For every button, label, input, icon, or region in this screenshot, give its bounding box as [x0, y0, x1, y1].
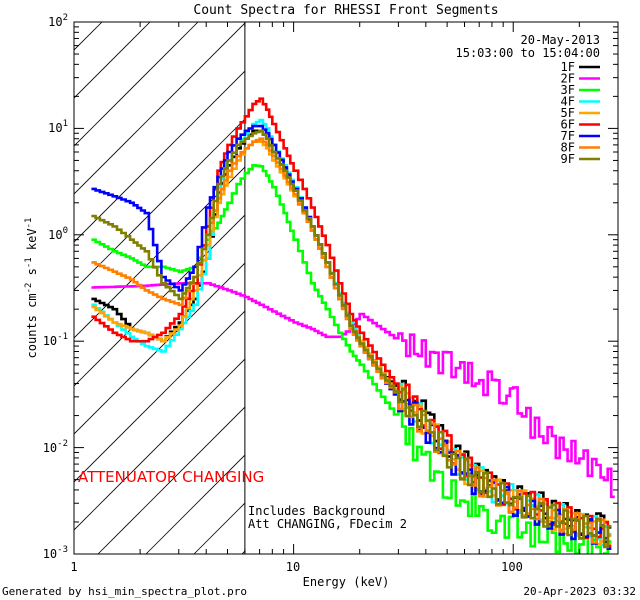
- chart-title: Count Spectra for RHESSI Front Segments: [193, 3, 498, 18]
- hatch-line: [74, 214, 245, 387]
- y-tick-label: 10-3: [43, 545, 68, 561]
- series-line-3F: [91, 164, 612, 554]
- hatch-line: [74, 22, 199, 147]
- x-axis-label: Energy (keV): [303, 575, 390, 589]
- y-tick-label: 102: [48, 13, 68, 29]
- hatch-line: [74, 310, 245, 483]
- y-tick-label: 100: [48, 226, 68, 242]
- y-tick-labels: 10-3 10-2 10-1 100 101 102: [43, 13, 68, 561]
- y-axis-label: counts cm-2 s-1 keV-1: [24, 218, 39, 359]
- legend-label-9F: 9F: [561, 152, 575, 166]
- series-line-6F: [91, 97, 612, 548]
- plot-timestamp: 20-Apr-2023 03:32: [523, 585, 636, 598]
- legend-label-6F: 6F: [561, 118, 575, 132]
- legend-label-3F: 3F: [561, 83, 575, 97]
- y-tick-label: 10-1: [43, 332, 68, 348]
- x-tick-label-10: 10: [286, 560, 300, 574]
- legend-label-8F: 8F: [561, 141, 575, 155]
- series-line-9F: [91, 129, 612, 549]
- attenuator-label: ATTENUATOR CHANGING: [78, 468, 264, 486]
- background-note: Includes Background: [248, 504, 385, 518]
- y-tick-label: 101: [48, 119, 68, 135]
- legend-label-1F: 1F: [561, 60, 575, 74]
- hatch-line: [74, 118, 245, 291]
- y-tick-label: 10-2: [43, 439, 68, 455]
- hatch-line: [74, 22, 103, 51]
- x-tick-label-1: 1: [70, 560, 77, 574]
- hatch-region: [74, 22, 245, 554]
- legend-label-4F: 4F: [561, 95, 575, 109]
- hatch-line: [241, 550, 245, 554]
- attenuator-note: Att CHANGING, FDecim 2: [248, 517, 407, 531]
- axis-ticks: [73, 21, 619, 555]
- hatch-line: [74, 166, 245, 339]
- time-range-label: 15:03:00 to 15:04:00: [456, 46, 601, 60]
- hatch-line: [74, 22, 245, 195]
- legend-label-5F: 5F: [561, 106, 575, 120]
- plot-frame: [73, 21, 619, 555]
- legend-label-2F: 2F: [561, 72, 575, 86]
- x-tick-label-100: 100: [501, 560, 523, 574]
- hatch-line: [74, 358, 245, 531]
- hatch-line: [97, 406, 245, 554]
- date-label: 20-May-2013: [521, 33, 600, 47]
- legend-label-7F: 7F: [561, 129, 575, 143]
- generated-by: Generated by hsi_min_spectra_plot.pro: [2, 585, 247, 598]
- hatch-line: [74, 22, 151, 99]
- series-layer: [91, 97, 615, 554]
